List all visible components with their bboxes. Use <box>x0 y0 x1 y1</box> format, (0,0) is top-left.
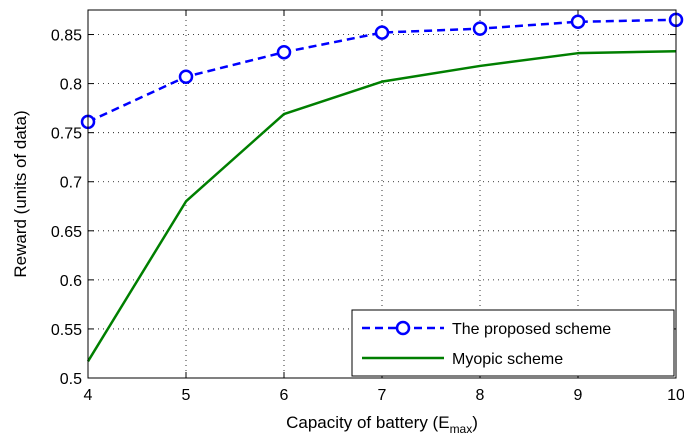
legend: The proposed scheme Myopic scheme <box>351 309 675 377</box>
x-axis-label: Capacity of battery (Emax) <box>286 413 478 436</box>
data-point <box>374 25 390 40</box>
series-proposed-scheme <box>80 12 684 130</box>
y-tick-label: 0.8 <box>60 77 82 94</box>
series-myopic-scheme <box>86 49 677 362</box>
legend-box <box>351 309 675 377</box>
legend-marker <box>395 320 411 336</box>
y-tick-label: 0.75 <box>51 126 82 143</box>
data-point <box>570 14 586 30</box>
tick-labels: 4 5 6 7 8 9 10 0.5 0.55 0.6 0.65 0.7 0.75 0.8 0.85 <box>51 28 684 404</box>
data-point <box>472 21 488 36</box>
y-tick-label: 0.7 <box>60 175 82 192</box>
y-tick-label: 0.55 <box>51 322 82 339</box>
y-axis-label: Reward (units of data) <box>11 110 30 277</box>
legend-item: Myopic scheme <box>362 351 563 368</box>
x-tick-label: 4 <box>84 387 93 404</box>
series-line <box>86 49 677 362</box>
x-tick-label: 5 <box>182 387 191 404</box>
x-tick-label: 7 <box>378 387 387 404</box>
series-layer <box>80 12 684 362</box>
legend-label: Myopic scheme <box>452 351 563 368</box>
x-tick-label: 10 <box>667 387 684 404</box>
y-tick-label: 0.6 <box>60 273 82 290</box>
legend-item: The proposed scheme <box>362 320 611 338</box>
data-point <box>178 69 194 84</box>
plot-area-frame <box>87 9 677 379</box>
y-tick-label: 0.85 <box>51 28 82 45</box>
x-tick-label: 6 <box>280 387 289 404</box>
x-axis-label-subscript: max <box>450 422 473 436</box>
legend-label: The proposed scheme <box>452 321 611 338</box>
data-point <box>276 44 292 60</box>
y-tick-label: 0.65 <box>51 224 82 241</box>
y-tick-label: 0.5 <box>60 371 82 388</box>
x-tick-label: 8 <box>476 387 485 404</box>
x-tick-label: 9 <box>574 387 583 404</box>
